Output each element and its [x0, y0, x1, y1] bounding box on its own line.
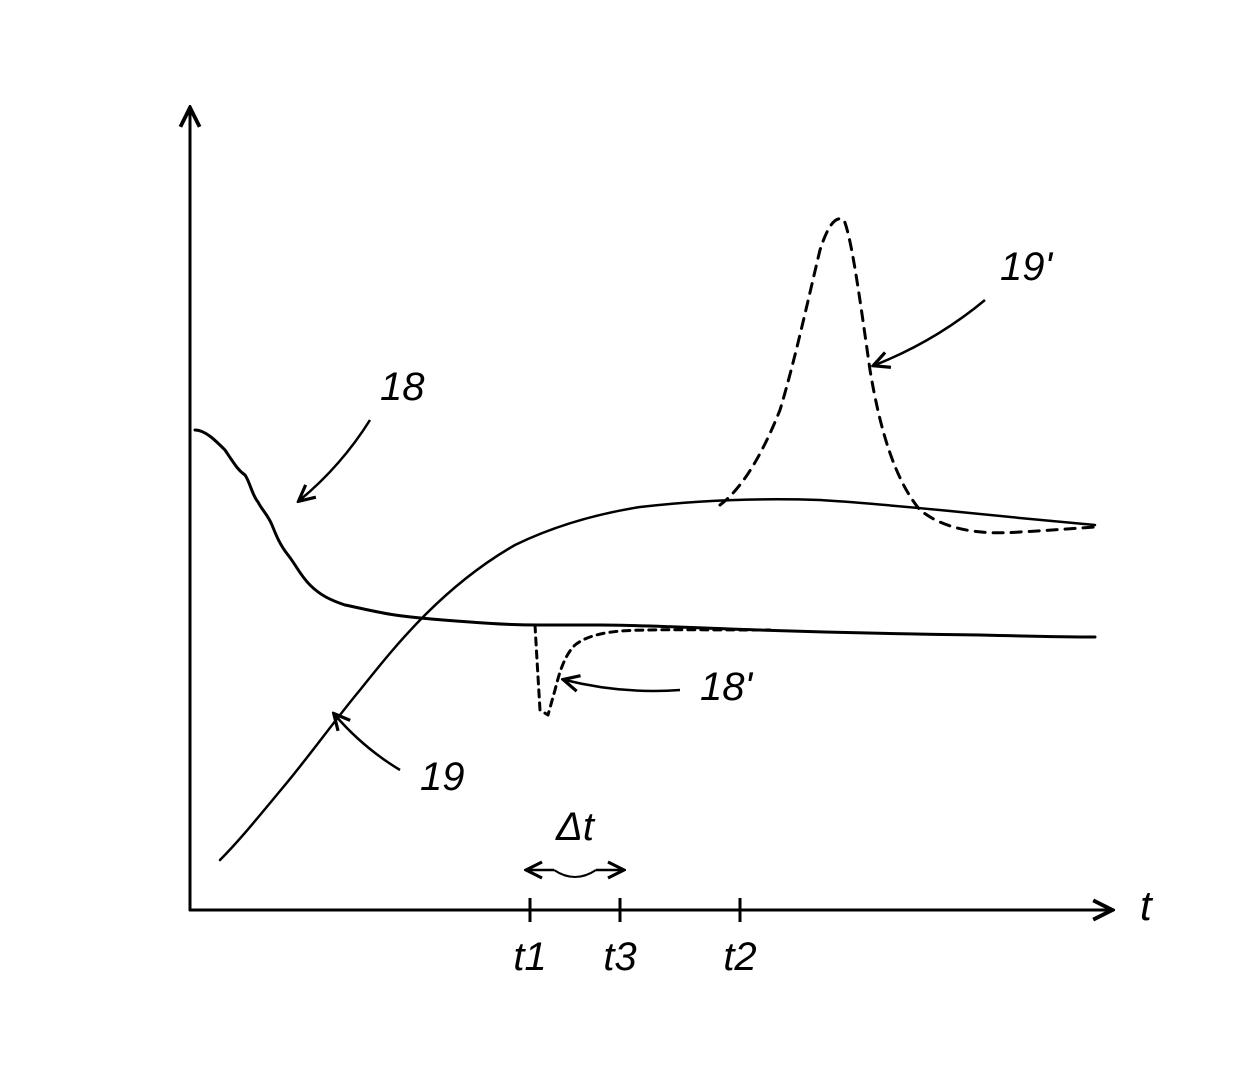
- tick-label-t2: t2: [723, 935, 756, 979]
- pointer-label-p19: 19: [420, 755, 465, 799]
- delta-t-bracket: Δt: [528, 805, 622, 877]
- pointer-label-p18prime: 18': [700, 665, 753, 709]
- tick-label-t1: t1: [513, 935, 546, 979]
- tick-label-t3: t3: [603, 935, 636, 979]
- x-axis-label: t: [1140, 882, 1154, 929]
- pointer-arrow-p18prime: [565, 680, 680, 691]
- pointer-arrow-p19: [335, 715, 400, 770]
- pointer-label-p19prime: 19': [1000, 245, 1053, 289]
- curve-19: [220, 499, 1095, 860]
- pointer-label-p18: 18: [380, 365, 425, 409]
- curve-18: [195, 430, 1095, 637]
- pointer-arrow-p19prime: [875, 300, 985, 365]
- pointer-arrow-p18: [300, 420, 370, 500]
- delta-t-label: Δt: [555, 805, 596, 849]
- axes: t: [190, 110, 1154, 929]
- delta-t-curve: [554, 870, 596, 877]
